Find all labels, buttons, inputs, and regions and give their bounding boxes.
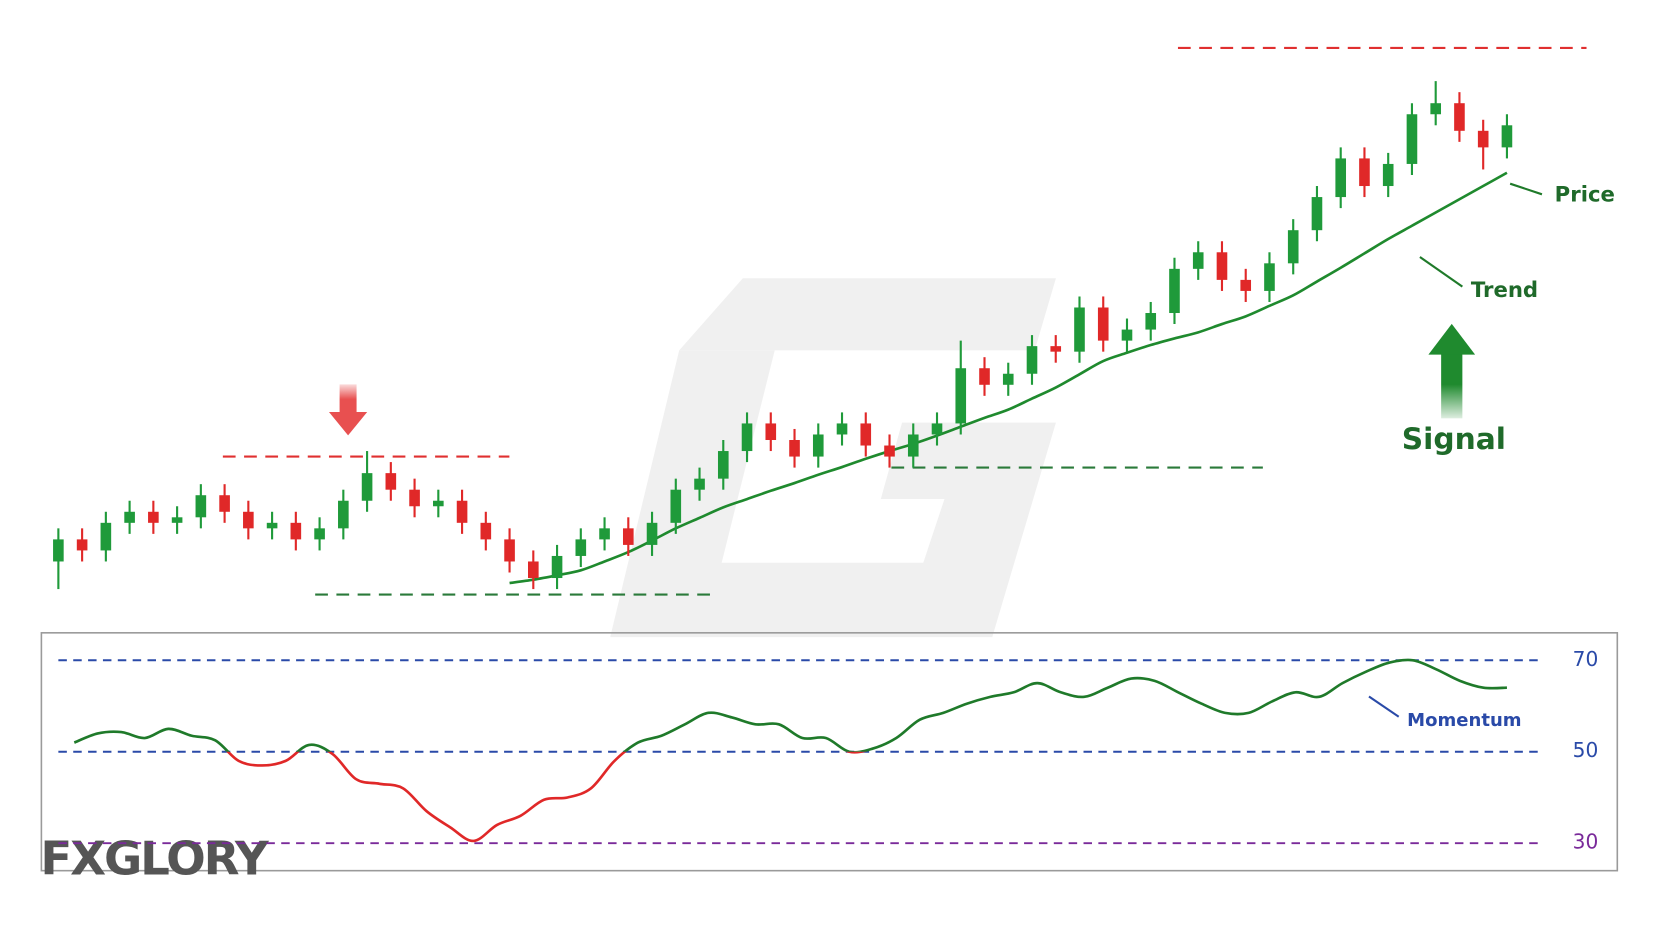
candle-body	[195, 495, 207, 518]
candle-body	[456, 500, 468, 523]
candle-body	[409, 489, 420, 507]
candle-body	[1002, 373, 1014, 385]
candle-body	[812, 434, 824, 457]
candle-body	[1430, 103, 1442, 115]
candle-body	[148, 511, 159, 523]
candle-body	[361, 473, 373, 501]
candle-body	[789, 440, 800, 457]
candle-body	[76, 539, 88, 551]
candle-body	[480, 522, 492, 540]
candle-body	[171, 517, 183, 523]
candle-body	[1335, 158, 1347, 198]
candle-body	[599, 528, 610, 540]
candle-body	[53, 539, 64, 562]
candle-body	[717, 451, 729, 479]
price-leader	[1509, 182, 1543, 196]
candle-body	[100, 522, 112, 551]
candle-body	[670, 489, 682, 523]
candle-body	[266, 522, 278, 529]
candle-body	[243, 511, 254, 529]
logo: FXGLORY	[40, 833, 270, 887]
candle-body	[979, 368, 990, 385]
candle-body	[1359, 158, 1370, 187]
momentum-leader	[1368, 695, 1400, 718]
candle-body	[1287, 230, 1299, 264]
candle-body	[955, 368, 967, 424]
candle-body	[124, 511, 135, 523]
candle-body	[1121, 329, 1133, 341]
candle-body	[385, 473, 397, 490]
candle-body	[884, 445, 895, 457]
candle-body	[1406, 114, 1418, 164]
candle-body	[314, 528, 325, 540]
candle-body	[907, 434, 919, 457]
candle-body	[1192, 252, 1204, 269]
candle-body	[1454, 103, 1465, 131]
trend-leader	[1419, 256, 1463, 288]
y-tick-label: 30	[1573, 830, 1599, 854]
candle-body	[1311, 197, 1323, 231]
candle-body	[646, 522, 658, 545]
candle-body	[1145, 313, 1157, 330]
candle-body	[528, 561, 539, 579]
candle-body	[504, 539, 515, 562]
watermark	[610, 278, 1056, 638]
candle-body	[1216, 252, 1228, 280]
y-tick-label: 50	[1573, 738, 1599, 762]
candle-body	[551, 555, 563, 579]
candle-body	[1240, 279, 1252, 291]
candle-body	[1050, 346, 1062, 352]
candle-body	[1026, 346, 1038, 374]
momentum-line-below	[226, 751, 867, 843]
candle-body	[1382, 163, 1394, 187]
candle-body	[219, 495, 230, 512]
candle-body	[765, 423, 777, 441]
candle-body	[931, 423, 943, 435]
sell-arrow	[328, 384, 368, 436]
y-tick-label: 70	[1573, 647, 1599, 671]
momentum-panel	[40, 632, 1619, 872]
candle-body	[836, 423, 848, 435]
candle-body	[290, 522, 302, 540]
candle-body	[575, 539, 587, 556]
candle-body	[1477, 130, 1489, 148]
candle-body	[1097, 307, 1109, 341]
candle-body	[694, 478, 705, 490]
candle-body	[1169, 268, 1180, 314]
candle-body	[433, 500, 444, 507]
candle-body	[1264, 263, 1275, 291]
candle-body	[622, 528, 634, 545]
momentum-label: Momentum	[1407, 710, 1521, 731]
candle-body	[1501, 125, 1513, 148]
signal-label: Signal	[1402, 422, 1506, 457]
candle-body	[1074, 307, 1085, 352]
signal-arrow	[1428, 323, 1476, 419]
candle-body	[860, 423, 872, 446]
candle-body	[741, 423, 753, 452]
candle-body	[338, 500, 349, 529]
price-label: Price	[1555, 182, 1615, 207]
trend-label: Trend	[1471, 278, 1538, 303]
momentum-line	[73, 658, 1507, 752]
